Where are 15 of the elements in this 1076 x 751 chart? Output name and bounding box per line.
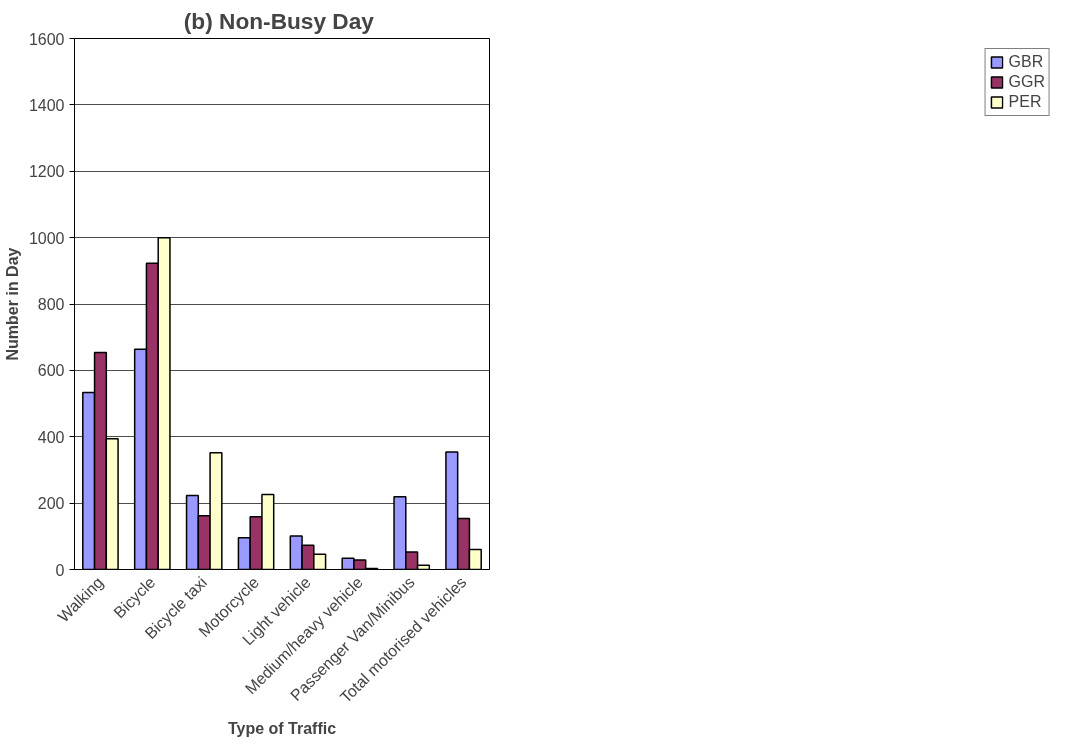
y-axis-title: Number in Day (3, 247, 21, 361)
y-tick-label: 1400 (28, 96, 65, 114)
legend-label: GGR (1008, 73, 1045, 91)
legend-label: PER (1008, 93, 1042, 111)
y-tick-label: 800 (37, 296, 65, 313)
y-tick-label: 200 (37, 495, 65, 513)
y-tick-label: 400 (37, 428, 65, 446)
y-tick-label: 1200 (28, 163, 65, 181)
x-axis-title: Type of Traffic (227, 720, 337, 738)
y-tick-label: 1600 (28, 30, 65, 48)
legend-label: GBR (1008, 53, 1044, 71)
y-tick-label: 600 (37, 362, 65, 380)
y-tick-label: 0 (55, 561, 65, 579)
y-tick-label: 1000 (28, 229, 65, 247)
chart-title: (b) Non-Busy Day (183, 7, 375, 34)
